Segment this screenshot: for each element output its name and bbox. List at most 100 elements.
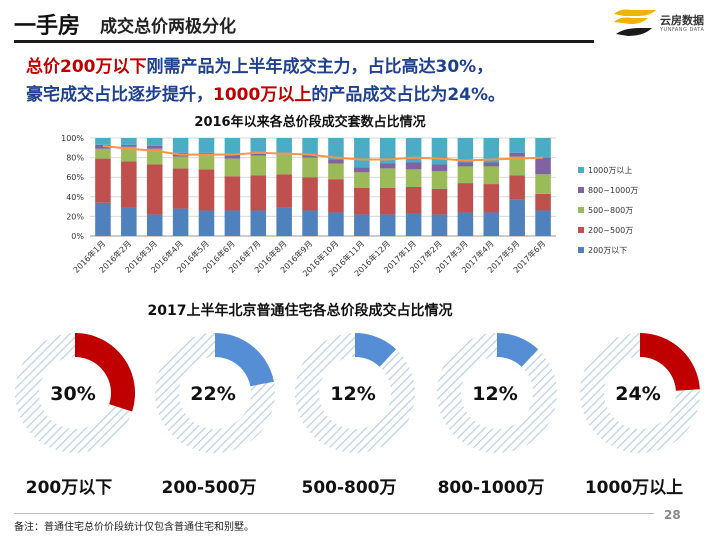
bar-segment <box>328 163 344 180</box>
bar-chart-title: 2016年以来各总价段成交套数占比情况 <box>194 115 426 130</box>
bar-segment <box>198 155 215 170</box>
bar-segment <box>535 193 551 211</box>
bar-segment <box>457 138 474 163</box>
donut-segment <box>75 333 135 412</box>
headline-line-1: 总价200万以下刚需产品为上半年成交主力，占比高达30%， <box>26 52 493 77</box>
bar-segment <box>379 138 396 164</box>
bar-segment <box>302 210 318 236</box>
bar-segment <box>146 138 163 146</box>
bar-segment <box>379 214 396 236</box>
bar-segment <box>224 176 241 211</box>
donut-category-label: 1000万以上 <box>585 478 683 498</box>
bar-segment <box>146 148 163 165</box>
bar-segment <box>405 187 422 214</box>
legend-label: 1000万以上 <box>588 166 632 175</box>
legend-label: 800~1000万 <box>588 186 638 195</box>
bar-segment <box>224 158 241 177</box>
donut-value-label: 30% <box>50 383 95 405</box>
bar-segment <box>483 184 500 213</box>
bar-segment <box>379 168 396 188</box>
yunfang-logo-icon <box>614 9 656 36</box>
bar-segment <box>354 172 370 188</box>
donut-chart-title: 2017上半年北京普通住宅各总价段成交占比情况 <box>147 303 453 319</box>
legend-label: 200~500万 <box>588 226 633 235</box>
bar-segment <box>509 156 525 176</box>
headline-text-2c: 的产品成交占比为24%。 <box>311 85 506 105</box>
bar-segment <box>509 138 525 153</box>
bar-segment <box>379 187 396 215</box>
bar-segment <box>224 138 241 154</box>
footnote: 备注：普通住宅总价价段统计仅包含普通住宅和别墅。 <box>14 522 254 533</box>
bar-segment <box>121 161 137 208</box>
donut-category-label: 200万以下 <box>26 478 113 498</box>
y-tick-label: 20% <box>66 212 84 221</box>
bar-segment <box>328 159 344 164</box>
bar-segment <box>276 174 292 208</box>
bar-segment <box>405 138 422 163</box>
bar-segment <box>276 207 292 236</box>
bar-segment <box>354 214 370 236</box>
bar-segment <box>328 212 344 236</box>
logo-name: 云房数据 <box>660 14 704 27</box>
bar-segment <box>250 138 267 152</box>
bar-segment <box>535 138 551 158</box>
bar-segment <box>121 146 137 162</box>
donut-segment <box>640 333 700 391</box>
bar-segment <box>535 174 551 194</box>
bar-segment <box>302 138 318 154</box>
bar-segment <box>354 167 370 173</box>
bar-segment <box>146 145 163 149</box>
donut-value-label: 12% <box>472 383 517 405</box>
bar-segment <box>483 162 500 167</box>
y-tick-label: 0% <box>71 232 84 241</box>
bar-segment <box>224 210 241 236</box>
bar-segment <box>354 138 370 168</box>
bar-segment <box>328 179 344 213</box>
donut-remainder <box>436 333 557 453</box>
bar-segment <box>95 202 111 236</box>
bar-segment <box>328 138 344 160</box>
headline-text-1: 刚需产品为上半年成交主力，占比高达30%， <box>146 57 494 77</box>
bar-segment <box>250 175 267 211</box>
bar-segment <box>121 207 137 236</box>
bar-segment <box>146 214 163 236</box>
bar-segment <box>379 163 396 169</box>
bar-segment <box>95 138 111 145</box>
bar-segment <box>431 214 448 236</box>
bar-segment <box>405 162 422 170</box>
bar-segment <box>457 212 474 236</box>
page-number: 28 <box>664 508 681 522</box>
bar-segment <box>509 152 525 157</box>
bar-segment <box>405 169 422 187</box>
bar-segment <box>457 183 474 213</box>
stacked-bar-chart: 0%20%40%60%80%100%2016年1月2016年2月2016年3月2… <box>61 134 638 278</box>
donut-category-label: 500-800万 <box>301 478 396 498</box>
donut-category-label: 200-500万 <box>161 478 256 498</box>
bar-segment <box>172 208 189 236</box>
donut-value-label: 24% <box>615 383 660 405</box>
bar-segment <box>302 177 318 211</box>
headline-text-2a: 豪宅成交占比逐步提升， <box>26 85 213 105</box>
bar-segment <box>457 166 474 184</box>
y-tick-label: 60% <box>66 173 84 182</box>
headline-highlight-2: 1000万以上 <box>213 85 312 105</box>
bar-segment <box>483 166 500 185</box>
header-divider <box>14 40 594 43</box>
bar-segment <box>95 148 111 159</box>
footer-divider <box>14 513 654 514</box>
donut-segment <box>355 333 397 367</box>
bar-segment <box>431 138 448 165</box>
donut-remainder <box>294 333 415 453</box>
bar-segment <box>121 138 137 145</box>
headline-line-2: 豪宅成交占比逐步提升，1000万以上的产品成交占比为24%。 <box>26 80 505 105</box>
legend-swatch <box>578 247 584 253</box>
bar-segment <box>509 175 525 200</box>
legend-swatch <box>578 167 584 173</box>
donut-segment <box>497 333 539 367</box>
bar-segment <box>146 164 163 215</box>
bar-segment <box>483 138 500 163</box>
bar-segment <box>276 138 292 153</box>
donut-segment <box>215 333 274 387</box>
legend-label: 200万以下 <box>588 246 627 255</box>
bar-segment <box>172 168 189 209</box>
